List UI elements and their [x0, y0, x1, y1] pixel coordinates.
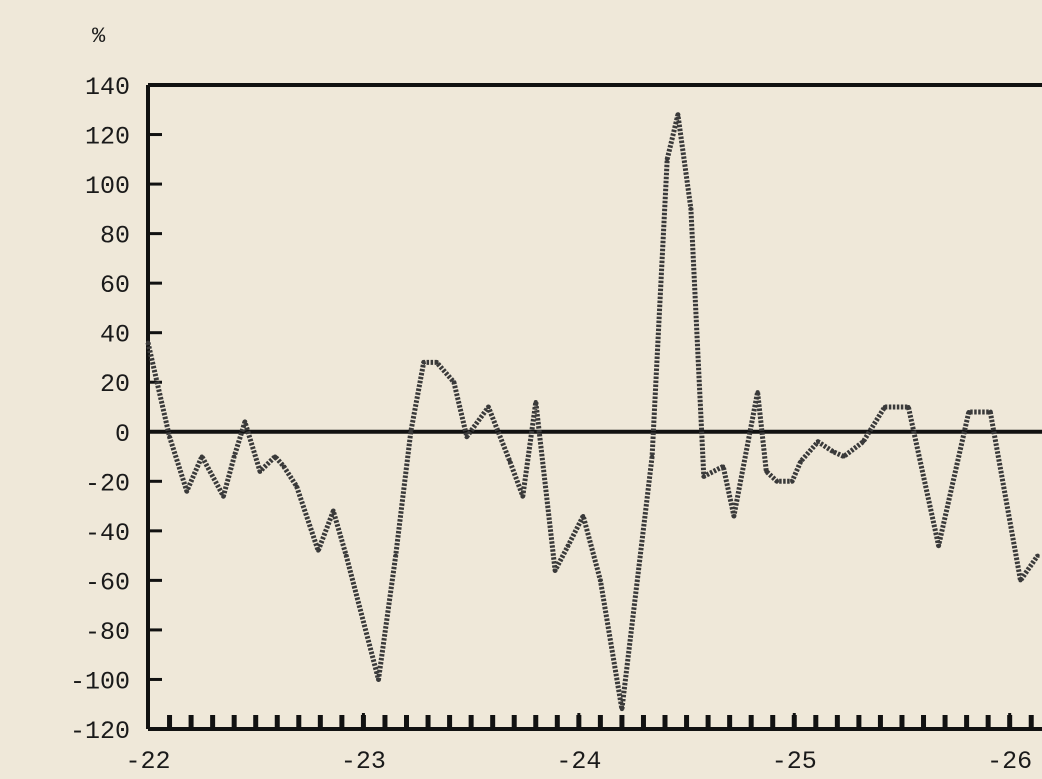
data-point: [619, 707, 624, 712]
data-point: [507, 459, 512, 464]
data-point: [486, 405, 491, 409]
data-point: [861, 439, 866, 444]
data-point: [815, 439, 820, 444]
y-axis: 140 120 100 80 60 40 20 0 -20 -40 -60 -80 -100 -120: [70, 73, 162, 746]
data-point: [841, 454, 846, 459]
y-tick-label: -80: [85, 618, 130, 647]
data-point: [273, 454, 278, 459]
data-point: [376, 677, 381, 682]
x-tick-label: -26: [987, 747, 1032, 776]
data-point: [184, 489, 189, 494]
data-point: [764, 469, 769, 474]
y-tick-label: 0: [115, 420, 130, 449]
data-point: [650, 454, 655, 459]
x-axis: -22 -23 -24 -25 -26: [125, 713, 1032, 776]
y-tick-label: 80: [100, 222, 130, 251]
data-point: [882, 405, 887, 409]
data-point: [451, 380, 456, 385]
data-point: [146, 340, 150, 345]
data-point: [553, 568, 558, 573]
y-tick-label: -100: [70, 667, 130, 696]
y-unit-label: %: [92, 24, 106, 49]
y-tick-label: 100: [85, 172, 130, 201]
data-point: [1018, 578, 1023, 583]
data-point: [464, 434, 469, 439]
y-tick-label: -40: [85, 519, 130, 548]
data-point: [221, 494, 226, 499]
x-minor-ticks: [167, 715, 1034, 729]
data-point: [167, 434, 172, 439]
y-tick-label: 140: [85, 73, 130, 102]
data-point: [520, 494, 525, 499]
data-point: [232, 454, 237, 459]
data-point: [294, 484, 299, 489]
data-point: [755, 390, 760, 395]
x-tick-label: -24: [556, 747, 601, 776]
data-point: [966, 409, 971, 414]
y-tick-label: 60: [100, 271, 130, 300]
data-point: [988, 409, 993, 414]
data-point: [701, 474, 706, 479]
x-tick-label: -25: [772, 747, 817, 776]
data-point: [566, 543, 571, 548]
data-point: [344, 553, 349, 558]
x-tick-label: -22: [125, 747, 170, 776]
data-point: [393, 553, 398, 558]
data-point: [790, 479, 795, 484]
series-line: [145, 112, 1040, 712]
data-point: [831, 449, 836, 454]
data-point: [258, 469, 263, 474]
data-point: [281, 464, 286, 469]
data-point: [434, 360, 439, 365]
data-point: [316, 548, 321, 553]
data-point: [199, 454, 204, 459]
data-point: [798, 459, 803, 464]
y-tick-label: 120: [85, 123, 130, 152]
data-point: [421, 360, 426, 365]
data-point: [1035, 553, 1040, 558]
data-point: [906, 405, 911, 409]
data-point: [721, 464, 726, 469]
data-point: [581, 513, 586, 518]
data-point: [598, 578, 603, 583]
data-point: [665, 157, 670, 162]
data-point: [533, 400, 538, 405]
series-group: [145, 112, 1040, 712]
data-point: [775, 479, 780, 484]
data-point: [936, 543, 941, 548]
data-point: [408, 429, 413, 434]
y-tick-label: -120: [70, 717, 130, 746]
data-point: [675, 112, 680, 117]
plot-frame: [146, 83, 1042, 731]
x-tick-label: -23: [341, 747, 386, 776]
data-point: [331, 509, 336, 514]
data-point: [688, 206, 693, 211]
y-tick-label: 40: [100, 321, 130, 350]
y-tick-label: 20: [100, 370, 130, 399]
y-tick-label: -60: [85, 568, 130, 597]
data-point: [242, 419, 247, 424]
data-point: [731, 513, 736, 518]
y-tick-label: -20: [85, 469, 130, 498]
